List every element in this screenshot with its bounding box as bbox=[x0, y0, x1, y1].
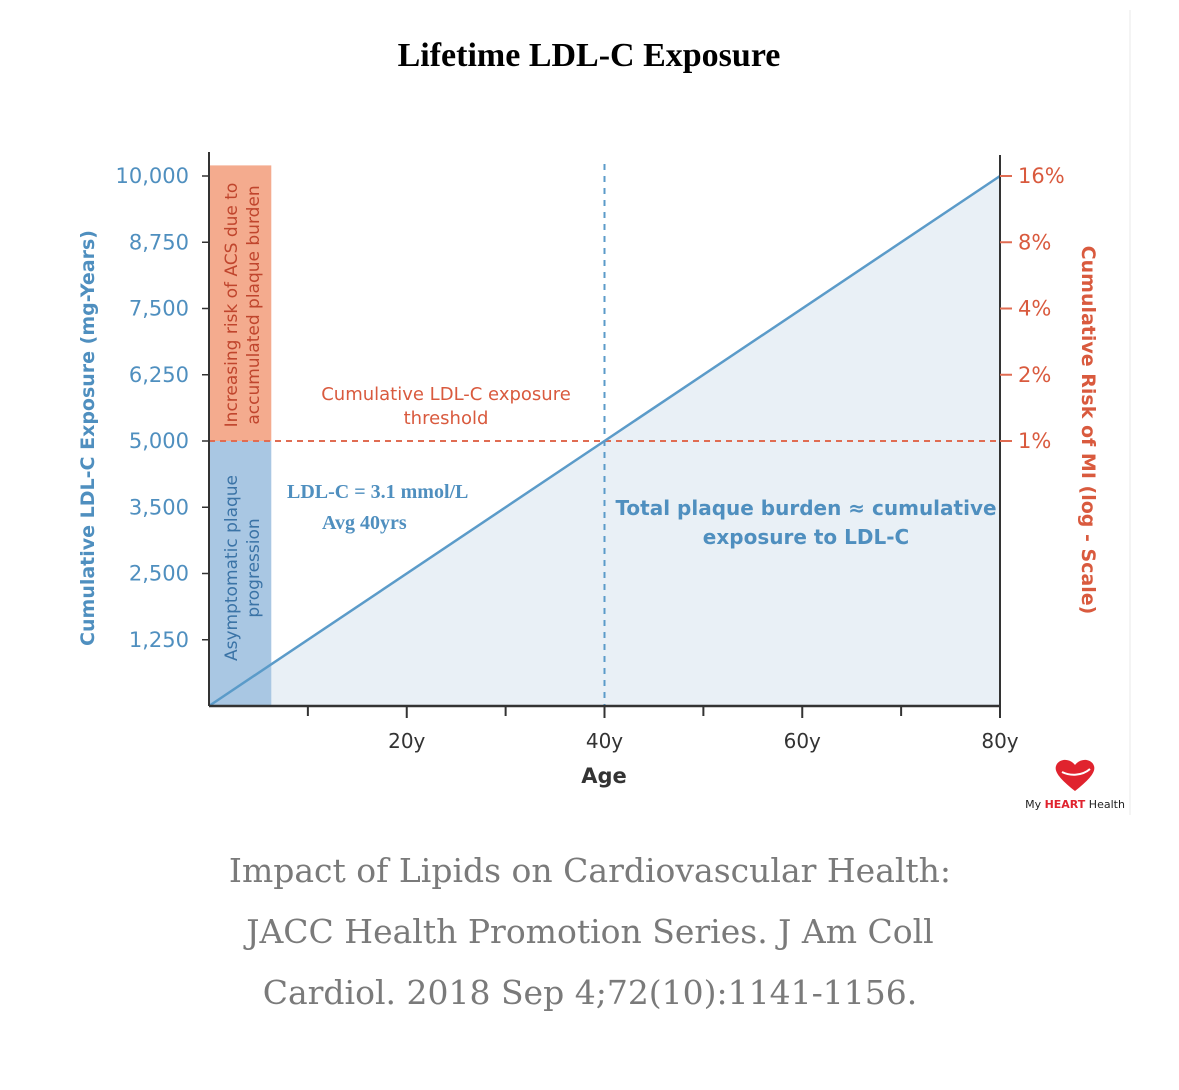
y-axis-label: Cumulative LDL-C Exposure (mg-Years) bbox=[77, 230, 99, 646]
y-tick-label: 7,500 bbox=[129, 297, 189, 321]
x-tick-label: 80y bbox=[981, 729, 1018, 753]
x-ticks: 20y 40y 60y 80y bbox=[306, 706, 1019, 753]
y-ticks-left: 1,250 2,500 3,500 5,000 6,250 7,500 8,750 10,00… bbox=[116, 164, 209, 652]
band-asymptomatic-line-2: progression bbox=[244, 518, 264, 617]
heart-swoosh bbox=[1061, 768, 1091, 776]
avg-annotation: Avg 40yrs bbox=[322, 512, 407, 534]
y2-tick-label: 1% bbox=[1018, 429, 1051, 453]
y-tick-label: 5,000 bbox=[129, 429, 189, 453]
band-acs-risk-label: Increasing risk of ACS due to accumulate… bbox=[222, 183, 264, 428]
x-axis-label: Age bbox=[581, 764, 627, 788]
y-tick-label: 8,750 bbox=[129, 230, 189, 254]
x-tick-label: 60y bbox=[784, 729, 821, 753]
band-acs-line-2: accumulated plaque burden bbox=[244, 185, 264, 424]
x-tick-label: 40y bbox=[586, 729, 623, 753]
y2-tick-label: 16% bbox=[1018, 164, 1065, 188]
band-asymptomatic-line-1: Asymptomatic plaque bbox=[222, 475, 242, 661]
y-tick-label: 3,500 bbox=[129, 495, 189, 519]
series-line bbox=[208, 174, 1001, 708]
logo-text: My HEART Health bbox=[1025, 798, 1125, 811]
x-tick-label: 20y bbox=[388, 729, 425, 753]
y2-tick-label: 4% bbox=[1018, 297, 1051, 321]
y2-tick-label: 2% bbox=[1018, 363, 1051, 387]
band-acs-risk bbox=[209, 165, 272, 441]
chart-figure: Lifetime LDL-C Exposure 1,250 2,500 3,500 5… bbox=[77, 10, 1131, 815]
band-asymptomatic bbox=[209, 441, 272, 706]
burden-annotation-line-2: exposure to LDL-C bbox=[703, 525, 909, 549]
chart-title: Lifetime LDL-C Exposure bbox=[398, 37, 781, 74]
threshold-label-line-1: Cumulative LDL-C exposure bbox=[321, 384, 571, 405]
threshold-label-line-2: threshold bbox=[404, 408, 489, 429]
figure-caption: Impact of Lipids on Cardiovascular Healt… bbox=[228, 851, 952, 1012]
brand-logo: My HEART Health bbox=[1025, 759, 1125, 811]
burden-annotation-line-1: Total plaque burden ≈ cumulative bbox=[615, 496, 996, 520]
band-asymptomatic-label: Asymptomatic plaque progression bbox=[222, 475, 264, 661]
y-tick-label: 1,250 bbox=[129, 628, 189, 652]
y-tick-label: 6,250 bbox=[129, 363, 189, 387]
y-ticks-right: 1% 2% 4% 8% 16% bbox=[1000, 164, 1065, 453]
y2-axis-label: Cumulative Risk of MI (log - Scale) bbox=[1077, 246, 1099, 615]
y-tick-label: 10,000 bbox=[116, 164, 189, 188]
y2-tick-label: 8% bbox=[1018, 230, 1051, 254]
ldl-annotation: LDL-C = 3.1 mmol/L bbox=[287, 481, 468, 503]
plot-area bbox=[208, 164, 1001, 708]
band-acs-line-1: Increasing risk of ACS due to bbox=[222, 183, 242, 428]
y-tick-label: 2,500 bbox=[129, 562, 189, 586]
